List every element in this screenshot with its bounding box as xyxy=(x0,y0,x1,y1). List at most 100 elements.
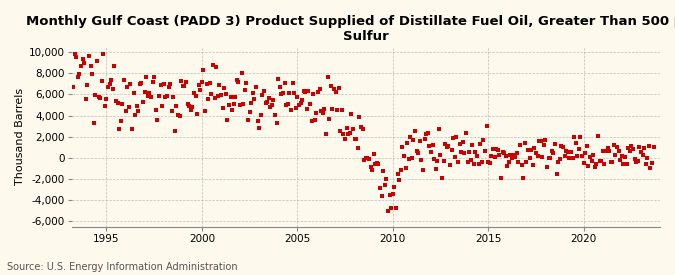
Title: Monthly Gulf Coast (PADD 3) Product Supplied of Distillate Fuel Oil, Greater Tha: Monthly Gulf Coast (PADD 3) Product Supp… xyxy=(26,15,675,43)
Point xyxy=(286,108,296,112)
Point xyxy=(271,120,282,125)
Point xyxy=(462,160,473,164)
Point xyxy=(362,155,373,160)
Point xyxy=(489,155,500,160)
Point xyxy=(391,206,402,210)
Point xyxy=(453,160,464,164)
Point xyxy=(524,156,535,160)
Point xyxy=(585,155,595,159)
Point xyxy=(554,156,565,161)
Point xyxy=(153,94,164,98)
Point xyxy=(603,148,614,153)
Point xyxy=(265,105,275,110)
Point xyxy=(443,144,454,149)
Point xyxy=(472,154,483,158)
Point xyxy=(621,162,632,167)
Point xyxy=(358,158,369,162)
Point xyxy=(405,134,416,139)
Point xyxy=(451,135,462,139)
Point xyxy=(166,109,177,113)
Point xyxy=(90,93,101,98)
Point xyxy=(607,160,618,165)
Point xyxy=(516,163,527,167)
Point xyxy=(414,139,425,144)
Point xyxy=(130,113,140,117)
Point xyxy=(176,78,186,83)
Point xyxy=(148,75,159,79)
Point xyxy=(198,67,209,72)
Point xyxy=(583,164,594,168)
Point xyxy=(190,94,201,98)
Point xyxy=(311,110,322,115)
Point xyxy=(214,83,225,87)
Point xyxy=(125,81,136,86)
Point xyxy=(545,155,556,160)
Point xyxy=(324,116,335,121)
Point xyxy=(446,148,457,152)
Point xyxy=(238,102,248,107)
Point xyxy=(421,132,431,137)
Point xyxy=(440,142,451,147)
Point xyxy=(413,151,424,155)
Point xyxy=(639,146,649,150)
Point xyxy=(602,146,613,150)
Point xyxy=(534,139,545,143)
Point xyxy=(273,77,284,81)
Point xyxy=(122,85,132,89)
Point xyxy=(336,108,347,112)
Point xyxy=(208,62,219,67)
Point xyxy=(179,84,190,89)
Point xyxy=(539,143,549,148)
Point xyxy=(441,145,452,150)
Point xyxy=(521,160,532,164)
Point xyxy=(99,104,110,109)
Point xyxy=(487,147,498,151)
Point xyxy=(473,162,484,166)
Point xyxy=(519,141,530,145)
Point xyxy=(267,103,277,107)
Point xyxy=(445,163,456,167)
Point xyxy=(425,150,436,154)
Point xyxy=(335,129,346,133)
Point xyxy=(514,143,525,147)
Point xyxy=(80,97,91,101)
Point xyxy=(74,72,85,76)
Point xyxy=(632,159,643,163)
Point xyxy=(186,108,196,112)
Point xyxy=(114,127,125,131)
Point xyxy=(277,90,288,95)
Point xyxy=(308,92,319,97)
Point xyxy=(470,150,481,155)
Point xyxy=(416,157,427,162)
Point xyxy=(630,160,641,164)
Point xyxy=(303,89,314,93)
Point xyxy=(369,152,379,156)
Point xyxy=(196,79,207,84)
Point xyxy=(227,108,238,112)
Point xyxy=(624,149,635,153)
Point xyxy=(178,84,188,88)
Point xyxy=(586,159,597,163)
Point xyxy=(591,162,602,167)
Point xyxy=(342,126,352,130)
Point xyxy=(354,115,364,119)
Point xyxy=(297,98,308,102)
Point xyxy=(112,101,123,105)
Point xyxy=(494,153,505,157)
Point xyxy=(248,91,259,95)
Point xyxy=(378,168,389,173)
Point xyxy=(406,156,417,160)
Point xyxy=(133,109,144,114)
Point xyxy=(433,127,444,131)
Point xyxy=(147,79,158,84)
Point xyxy=(564,156,574,161)
Point xyxy=(486,154,497,158)
Point xyxy=(576,154,587,158)
Point xyxy=(313,89,323,94)
Point xyxy=(596,159,607,164)
Point xyxy=(636,150,647,155)
Point xyxy=(351,137,362,141)
Point xyxy=(235,103,246,108)
Point xyxy=(427,142,438,147)
Point xyxy=(526,148,537,153)
